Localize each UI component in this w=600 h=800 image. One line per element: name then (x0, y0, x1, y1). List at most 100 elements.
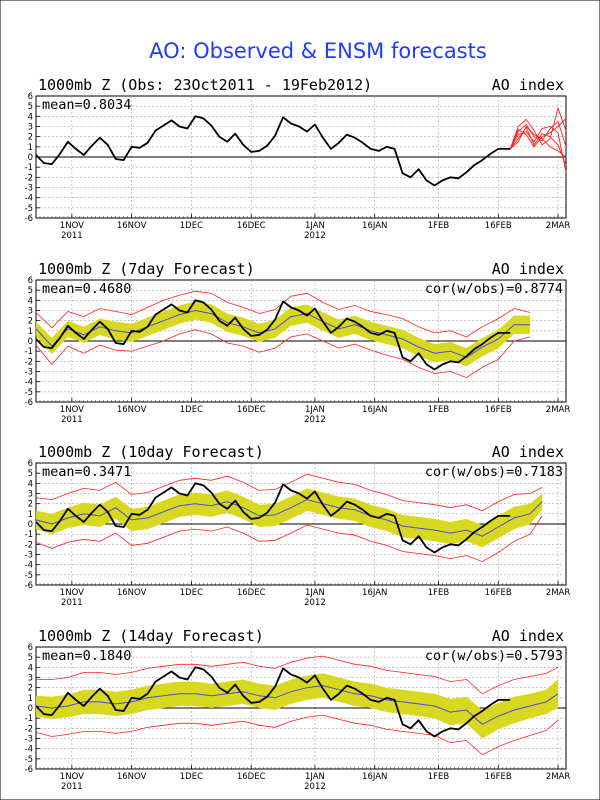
mean-label: mean=0.8034 (42, 97, 131, 113)
y-tick-label: 4 (28, 663, 33, 673)
y-tick-label: 4 (28, 296, 33, 306)
correlation-label: cor(w/obs)=0.8774 (425, 281, 563, 297)
x-tick-label: 16JAN (362, 772, 387, 782)
y-tick-label: 0 (28, 153, 33, 163)
chart-panel-3: 1000mb Z (10day Forecast) AO index1NOV201… (25, 443, 571, 608)
x-tick-label: 1NOV (60, 221, 84, 231)
y-tick-label: -5 (25, 204, 33, 214)
x-tick-label: 1NOV (60, 405, 84, 415)
y-tick-label: -5 (25, 388, 33, 398)
ensemble-lower-bound (35, 714, 559, 756)
chart-panel-4: 1000mb Z (14day Forecast) AO index1NOV201… (25, 627, 571, 792)
x-tick-year-label: 2011 (61, 782, 83, 792)
x-tick-label: 1NOV (60, 772, 84, 782)
x-tick-label: 1DEC (180, 772, 203, 782)
x-tick-year-label: 2012 (304, 415, 326, 425)
ensemble-mean-line (35, 499, 543, 537)
y-tick-label: 4 (28, 112, 33, 122)
x-tick-label: 1JAN (305, 772, 325, 782)
y-tick-label: 6 (28, 459, 33, 469)
panel-title: 1000mb Z (14day Forecast) (38, 627, 264, 645)
forecast-member-line (509, 106, 567, 150)
x-tick-year-label: 2011 (61, 598, 83, 608)
observed-ao-line (35, 666, 511, 738)
panel-right-title: AO index (492, 443, 564, 461)
mean-label: mean=0.4680 (42, 281, 131, 297)
x-tick-label: 16DEC (237, 588, 266, 598)
correlation-label: cor(w/obs)=0.7183 (425, 464, 563, 480)
panel-right-title: AO index (492, 260, 564, 278)
observed-ao-line (35, 299, 511, 371)
x-tick-label: 1JAN (305, 221, 325, 231)
y-tick-label: -3 (25, 551, 33, 561)
ensemble-upper-bound (36, 655, 559, 695)
y-tick-label: -4 (25, 194, 33, 204)
y-tick-label: 3 (28, 123, 33, 133)
panel-title: 1000mb Z (Obs: 23Oct2011 - 19Feb2012) (38, 76, 372, 94)
y-tick-label: -6 (25, 214, 33, 224)
x-tick-label: 2MAR (546, 588, 571, 598)
x-tick-label: 1FEB (428, 772, 450, 782)
mean-label: mean=0.1840 (42, 648, 131, 664)
y-tick-label: 2 (28, 684, 33, 694)
x-tick-label: 16FEB (485, 221, 512, 231)
observed-ao-line (35, 482, 511, 554)
y-tick-label: 2 (28, 317, 33, 327)
y-tick-label: 3 (28, 307, 33, 317)
x-tick-year-label: 2012 (304, 231, 326, 241)
y-tick-label: -1 (25, 530, 33, 540)
y-tick-label: -5 (25, 571, 33, 581)
y-tick-label: 1 (28, 143, 33, 153)
x-tick-label: 1DEC (180, 405, 203, 415)
x-tick-label: 1DEC (180, 221, 203, 231)
y-tick-label: -3 (25, 735, 33, 745)
y-tick-label: 6 (28, 643, 33, 653)
x-tick-label: 16FEB (485, 588, 512, 598)
x-tick-label: 1DEC (180, 588, 203, 598)
y-tick-label: -1 (25, 347, 33, 357)
y-tick-label: 4 (28, 479, 33, 489)
y-tick-label: 5 (28, 653, 33, 663)
x-tick-label: 16NOV (117, 221, 147, 231)
y-tick-label: 1 (28, 510, 33, 520)
y-tick-label: -1 (25, 714, 33, 724)
x-tick-label: 16JAN (362, 221, 387, 231)
y-tick-label: -3 (25, 368, 33, 378)
x-tick-label: 1JAN (305, 405, 325, 415)
y-tick-label: 5 (28, 469, 33, 479)
y-tick-label: 5 (28, 102, 33, 112)
y-tick-label: -4 (25, 745, 33, 755)
y-tick-label: 0 (28, 520, 33, 530)
y-tick-label: -1 (25, 163, 33, 173)
y-tick-label: 3 (28, 490, 33, 500)
y-tick-label: 0 (28, 337, 33, 347)
y-tick-label: -4 (25, 561, 33, 571)
x-tick-label: 1FEB (428, 405, 450, 415)
y-tick-label: -5 (25, 755, 33, 765)
y-tick-label: -3 (25, 184, 33, 194)
x-tick-year-label: 2012 (304, 598, 326, 608)
x-tick-label: 2MAR (546, 405, 571, 415)
panel-right-title: AO index (492, 76, 564, 94)
y-tick-label: -2 (25, 724, 33, 734)
x-tick-label: 2MAR (546, 221, 571, 231)
ensemble-spread-band (36, 301, 531, 367)
y-tick-label: -6 (25, 398, 33, 408)
y-tick-label: 6 (28, 276, 33, 286)
x-tick-label: 16JAN (362, 588, 387, 598)
x-tick-label: 16FEB (485, 772, 512, 782)
forecast-member-line (509, 126, 567, 166)
x-tick-label: 16DEC (237, 405, 266, 415)
panel-title: 1000mb Z (10day Forecast) (38, 443, 264, 461)
panel-right-title: AO index (492, 627, 564, 645)
y-tick-label: 3 (28, 674, 33, 684)
x-tick-label: 16DEC (237, 221, 266, 231)
ensemble-mean-line (35, 309, 531, 358)
x-tick-year-label: 2012 (304, 782, 326, 792)
ensemble-lower-bound (35, 329, 531, 379)
y-tick-label: -4 (25, 378, 33, 388)
y-tick-label: -2 (25, 540, 33, 550)
x-tick-label: 16NOV (117, 772, 147, 782)
y-tick-label: 6 (28, 92, 33, 102)
